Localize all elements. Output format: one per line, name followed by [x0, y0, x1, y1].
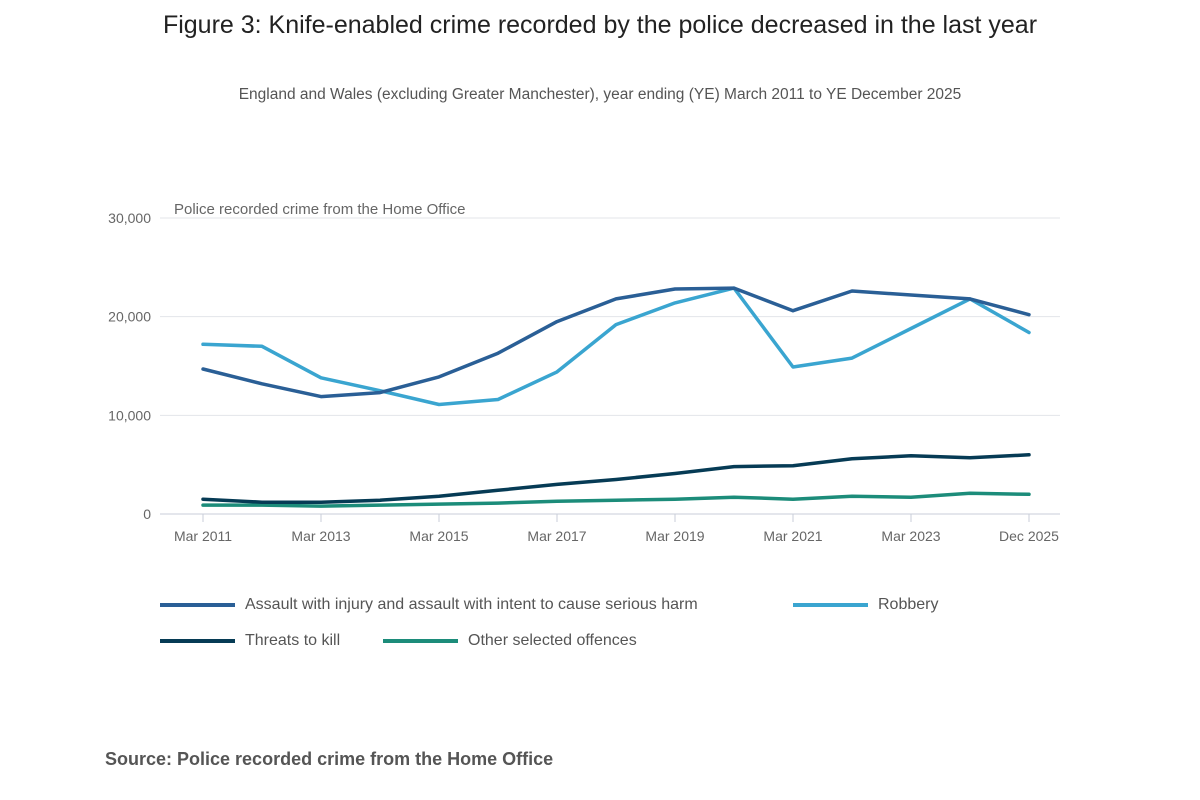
legend-item-threats: Threats to kill	[160, 632, 340, 650]
series-line-0	[201, 286, 1031, 399]
legend-label: Threats to kill	[245, 632, 341, 649]
x-tick-label: Mar 2021	[763, 528, 822, 544]
x-tick-label: Mar 2023	[881, 528, 940, 544]
y-tick-label: 10,000	[108, 407, 151, 423]
x-tick-label: Mar 2019	[645, 528, 704, 544]
source-note: Source: Police recorded crime from the H…	[105, 749, 554, 769]
x-tick-label: Dec 2025	[999, 528, 1059, 544]
y-tick-label: 0	[143, 506, 151, 522]
legend-label: Assault with injury and assault with int…	[245, 596, 698, 613]
legend-swatch	[793, 603, 868, 607]
x-tick-label: Mar 2011	[174, 528, 232, 544]
legend-item-other: Other selected offences	[383, 632, 637, 650]
series-line-2	[201, 453, 1031, 504]
y-tick-label: 20,000	[108, 309, 151, 325]
x-tick-label: Mar 2017	[527, 528, 586, 544]
legend-item-robbery: Robbery	[793, 596, 938, 614]
chart-title: Figure 3: Knife-enabled crime recorded b…	[162, 11, 1038, 39]
legend-label: Robbery	[878, 596, 939, 613]
x-tick-label: Mar 2015	[409, 528, 468, 544]
legend-item-assault: Assault with injury and assault with int…	[160, 596, 698, 614]
series-line-1	[201, 286, 1031, 407]
legend-swatch	[383, 639, 458, 643]
legend-label: Other selected offences	[468, 632, 637, 649]
series-line-3	[201, 491, 1031, 508]
legend-swatch	[160, 639, 235, 643]
x-tick-label: Mar 2013	[291, 528, 350, 544]
y-tick-label: 30,000	[108, 210, 151, 226]
legend-swatch	[160, 603, 235, 607]
chart-subtitle: England and Wales (excluding Greater Man…	[238, 86, 962, 103]
y-axis-label: Police recorded crime from the Home Offi…	[174, 201, 466, 218]
